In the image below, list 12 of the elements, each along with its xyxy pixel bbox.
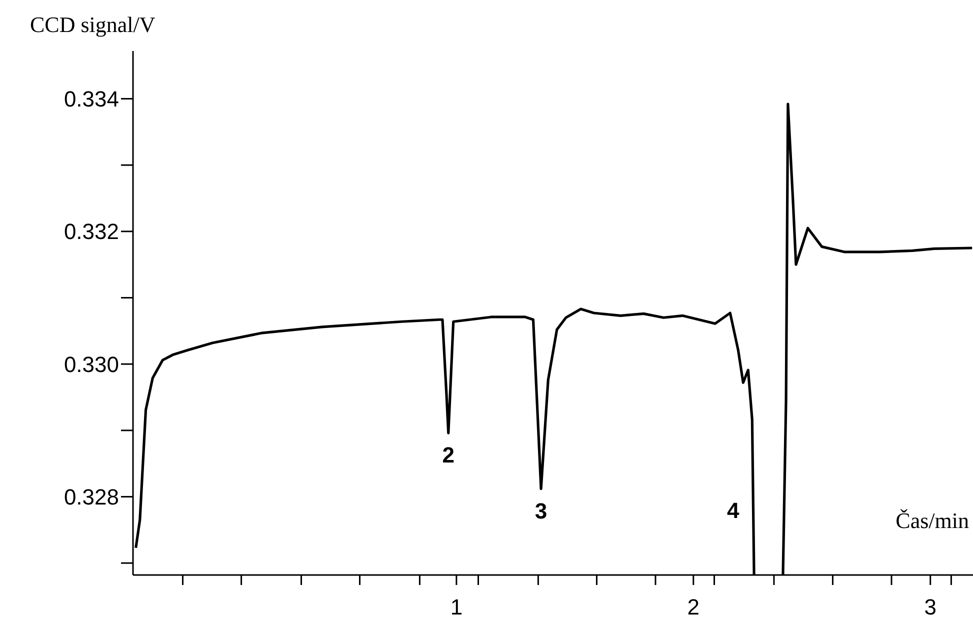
annotation: 3 (534, 498, 548, 524)
y-tick-label: 0.334 (64, 86, 119, 112)
annotation: 4 (727, 498, 740, 523)
y-tick-label: 0.328 (64, 484, 119, 510)
annotation: 2 (442, 442, 455, 468)
x-tick-label: 2 (687, 594, 700, 620)
y-axis-title: CCD signal/V (30, 12, 156, 38)
x-tick-label: 3 (924, 594, 936, 620)
x-axis-title: Čas/min (896, 508, 969, 534)
x-tick-label: 1 (450, 594, 463, 620)
y-tick-label: 0.330 (64, 352, 119, 377)
y-tick-label: 0.332 (64, 219, 119, 244)
